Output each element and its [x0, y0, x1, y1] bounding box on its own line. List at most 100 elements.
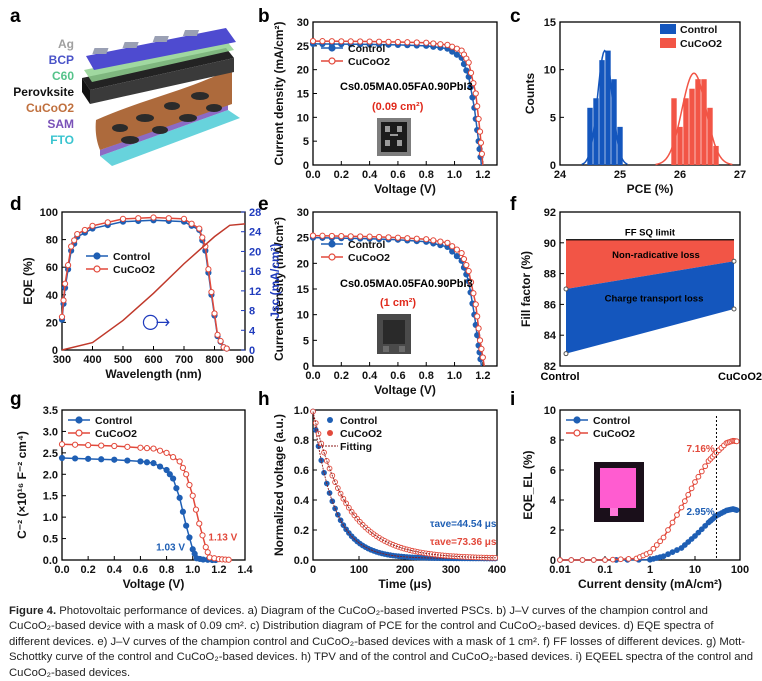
chart-b-series-CuCoO2: [309, 37, 486, 166]
data-point: [170, 475, 177, 482]
chart-c-ytick-label: 0: [550, 160, 556, 172]
data-point: [58, 454, 66, 462]
data-point: [474, 103, 481, 110]
data-point: [192, 506, 200, 513]
data-point: [625, 555, 632, 562]
chart-g-ytick-label: 3.0: [43, 426, 58, 438]
data-point: [124, 457, 131, 464]
chart-i-xtick-label: 1: [647, 564, 653, 576]
chart-e-ytick-label: 25: [297, 233, 309, 245]
legend-label-cucoo2: CuCoO2: [348, 56, 390, 68]
data-point: [98, 456, 105, 463]
data-point: [217, 337, 224, 345]
data-point: [196, 225, 203, 232]
data-point: [211, 310, 218, 317]
data-point: [347, 233, 354, 240]
formula-b: Cs0.05MA0.05FA0.90PbI3: [340, 81, 473, 93]
data-point: [692, 533, 698, 539]
data-point: [204, 549, 211, 556]
data-point: [660, 534, 667, 541]
chart-d-ytick-label: 100: [40, 207, 58, 219]
legend-marker-cucoo2: [75, 429, 83, 437]
control-vbi-label: 1.03 V: [156, 543, 185, 554]
legend-label-cucoo2: CuCoO2: [95, 428, 137, 440]
tau-control-label: τave=44.54 μs: [430, 519, 497, 530]
bar: [713, 145, 719, 165]
data-point: [449, 48, 456, 55]
data-point: [328, 38, 335, 45]
data-point: [478, 345, 485, 352]
bar: [587, 107, 593, 165]
data-point: [338, 38, 345, 45]
data-point: [111, 456, 118, 463]
chart-b-xtick-label: 1.2: [475, 169, 490, 181]
data-point: [590, 557, 597, 563]
data-point: [453, 246, 460, 253]
panel-label-g: g: [10, 389, 22, 410]
chart-c-xtick-label: 26: [674, 169, 686, 181]
data-point: [423, 236, 430, 243]
chart-d-y2tick-label: 4: [249, 325, 256, 337]
cucoo2-pct-label: 7.16%: [686, 444, 714, 455]
chart-d-y2tick-label: 16: [249, 266, 261, 278]
data-point: [347, 38, 354, 45]
bar: [617, 126, 623, 165]
chart-c-series-CuCoO2: [655, 72, 733, 166]
chart-g-xtick-label: 1.4: [237, 564, 253, 576]
data-point: [85, 442, 92, 449]
caption-text: Photovoltaic performance of devices. a) …: [9, 605, 754, 679]
data-point: [669, 549, 676, 556]
chart-h-xtick-label: 300: [442, 564, 460, 576]
chart-b-ytick-label: 25: [297, 41, 309, 53]
data-point: [472, 90, 479, 97]
data-point: [223, 345, 230, 352]
legend-label-cucoo2: CuCoO2: [113, 264, 155, 276]
chart-f-ytick-label: 84: [544, 330, 557, 342]
data-point: [65, 262, 72, 269]
chart-g-series-Control: [58, 454, 219, 564]
data-point: [674, 512, 680, 518]
chart-g-xtick-label: 0.0: [54, 564, 69, 576]
chart-g-xtick-label: 0.2: [80, 564, 95, 576]
chart-g-frame: [61, 409, 246, 561]
legend-label-fitting: Fitting: [340, 441, 372, 453]
data-point: [68, 243, 75, 250]
legend-label-control: Control: [113, 251, 150, 263]
panel-label-a: a: [10, 6, 21, 27]
data-point: [156, 447, 164, 454]
chart-f-ytick-label: 92: [544, 207, 556, 219]
chart-i-ylabel: EQE_EL (%): [521, 450, 535, 519]
data-point: [81, 226, 88, 234]
chart-d-y2label: Jsc (mA/cm²): [268, 243, 282, 318]
data-point: [460, 255, 468, 263]
data-point: [692, 479, 698, 485]
data-point: [465, 59, 472, 66]
transport-loss-area: [566, 261, 734, 354]
legend-label-control: Control: [680, 24, 717, 36]
chart-c-xtick-label: 25: [614, 169, 626, 181]
chart-d-y2tick-label: 8: [249, 306, 255, 318]
chart-f-category-control: Control: [540, 371, 579, 383]
chart-d-series-Jsc integrated: [61, 223, 246, 351]
chart-b-xtick-label: 0.6: [390, 169, 405, 181]
device-stack-illustration: [82, 28, 240, 166]
chart-i-xtick-label: 0.1: [597, 564, 612, 576]
data-point: [173, 485, 180, 492]
chart-f-areas: FF SQ limit Non-radicative loss Charge tra…: [540, 228, 762, 383]
data-point: [179, 508, 187, 515]
data-point: [385, 234, 392, 241]
chart-e-series-CuCoO2: [309, 232, 486, 367]
data-point: [71, 237, 78, 244]
data-point: [444, 239, 451, 246]
figure-caption: Figure 4. Photovoltaic performance of de…: [9, 604, 755, 681]
transport-loss-label: Charge transport loss: [605, 293, 704, 304]
bar: [671, 98, 677, 165]
mask-b: (0.09 cm²): [372, 101, 424, 113]
data-point: [463, 67, 470, 74]
data-point: [180, 215, 188, 222]
chart-c-xtick-label: 27: [734, 169, 746, 181]
data-point: [179, 464, 187, 471]
bar: [683, 98, 689, 165]
